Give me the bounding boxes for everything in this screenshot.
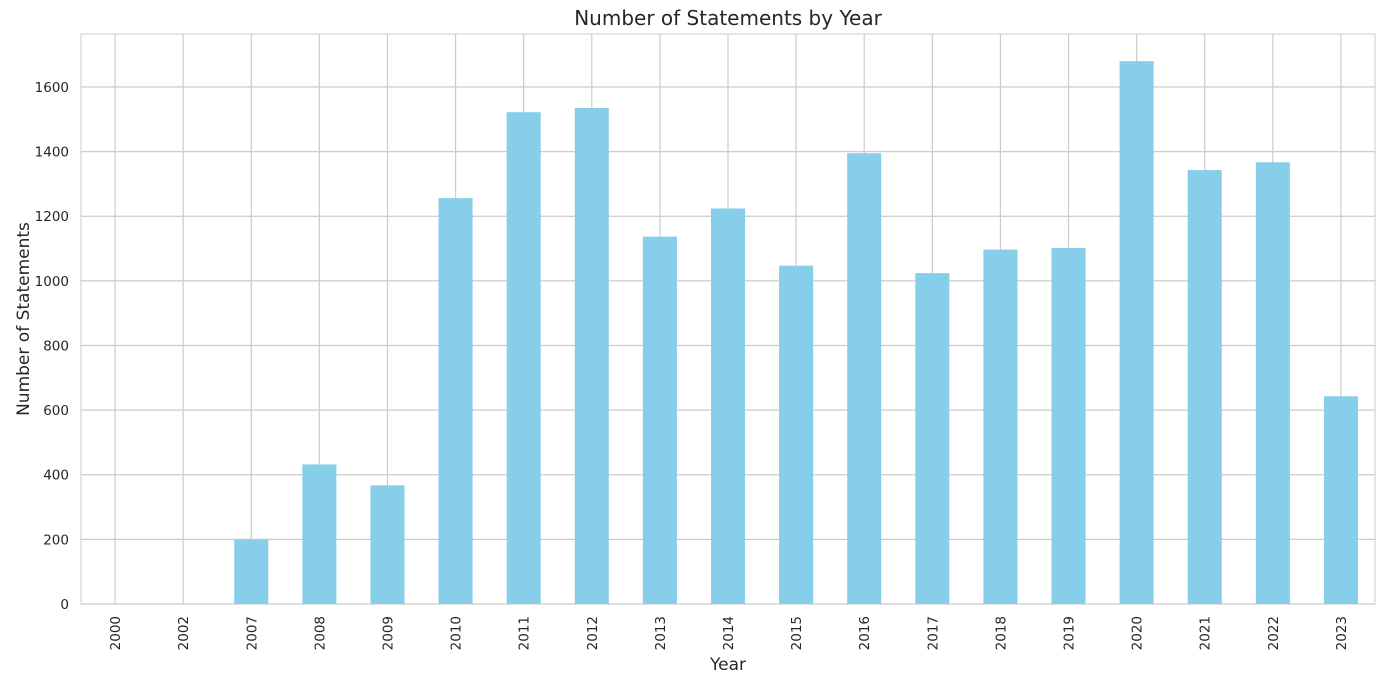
y-tick-label: 0 [60, 597, 69, 613]
x-tick-label: 2000 [108, 616, 124, 650]
x-tick-label: 2014 [721, 616, 737, 650]
bar-2012 [575, 108, 609, 604]
bar-2019 [1052, 248, 1086, 604]
y-tick-label: 200 [43, 532, 69, 548]
y-tick-label: 1600 [35, 80, 69, 96]
bar-2022 [1256, 162, 1290, 604]
x-tick-label: 2016 [857, 616, 873, 650]
x-tick-labels: 2000 2002 2007 2008 2009 2010 2011 2012 2013 2014… [108, 616, 1350, 650]
x-tick-label: 2009 [380, 616, 396, 650]
bar-2013 [643, 237, 677, 604]
y-axis-label: Number of Statements [14, 222, 34, 416]
x-tick-label: 2017 [925, 616, 941, 650]
y-tick-labels: 0 200 400 600 800 1000 1200 1400 1600 [35, 80, 69, 613]
x-tick-label: 2020 [1130, 616, 1146, 650]
bar-2023 [1324, 396, 1358, 604]
y-tick-label: 800 [43, 338, 69, 354]
x-tick-label: 2010 [449, 616, 465, 650]
x-tick-label: 2002 [176, 616, 192, 650]
bar-2011 [507, 112, 541, 604]
y-tick-label: 400 [43, 468, 69, 484]
x-tick-label: 2012 [585, 616, 601, 650]
x-tick-label: 2007 [244, 616, 260, 650]
x-tick-label: 2008 [312, 616, 328, 650]
x-tick-label: 2018 [993, 616, 1009, 650]
bar-2020 [1120, 61, 1154, 604]
bar-2008 [302, 464, 336, 604]
x-tick-label: 2015 [789, 616, 805, 650]
bar-2021 [1188, 170, 1222, 604]
x-tick-label: 2011 [517, 616, 533, 650]
x-tick-label: 2019 [1062, 616, 1078, 650]
y-tick-label: 600 [43, 403, 69, 419]
x-axis-label: Year [709, 655, 746, 675]
bar-2017 [915, 273, 949, 604]
y-tick-label: 1400 [35, 145, 69, 161]
bar-2014 [711, 208, 745, 604]
y-tick-label: 1200 [35, 209, 69, 225]
x-tick-label: 2021 [1198, 616, 1214, 650]
bar-2010 [439, 198, 473, 604]
bar-2018 [983, 250, 1017, 604]
y-tick-label: 1000 [35, 274, 69, 290]
bar-2007 [234, 539, 268, 604]
x-tick-label: 2022 [1266, 616, 1282, 650]
bar-2016 [847, 153, 881, 604]
bar-2015 [779, 266, 813, 604]
x-tick-label: 2013 [653, 616, 669, 650]
chart-title: Number of Statements by Year [574, 6, 882, 30]
x-tick-label: 2023 [1334, 616, 1350, 650]
bar-2009 [370, 485, 404, 604]
